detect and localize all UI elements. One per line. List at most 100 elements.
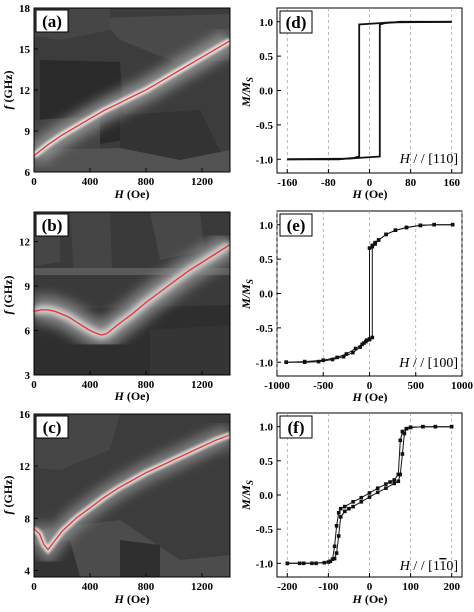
data-point — [421, 424, 425, 429]
y-tick-label: 12 — [19, 237, 31, 249]
fit-curve — [33, 40, 231, 157]
panel-b: 0 400 800 1200 3 6 9 12 (b) f (GHz) H (Oe) — [1, 211, 231, 403]
x-tick-label: 400 — [82, 379, 99, 391]
x-tick-label: 400 — [82, 176, 99, 188]
y-tick-label: 0.0 — [259, 490, 273, 502]
data-point — [400, 452, 405, 456]
x-tick-label: 0 — [31, 176, 37, 188]
x-tick-label: 0 — [31, 581, 37, 593]
x-tick-label: 80 — [405, 177, 417, 189]
data-point — [370, 335, 375, 340]
data-point — [433, 424, 438, 429]
data-point — [343, 504, 347, 509]
data-point — [284, 360, 288, 364]
x-tick-label: 0 — [367, 581, 373, 593]
data-point — [314, 561, 318, 566]
data-point — [398, 472, 403, 477]
plot-frame — [276, 412, 463, 578]
y-tick-label: 1.0 — [259, 220, 273, 232]
data-point — [326, 560, 331, 564]
panel-label: (e) — [287, 216, 306, 235]
data-point — [375, 490, 380, 495]
y-tick-label: 0.5 — [259, 254, 273, 266]
panel-label: (f) — [288, 418, 305, 437]
x-tick-label: 100 — [402, 581, 419, 593]
plot-frame — [33, 211, 231, 376]
data-point — [332, 556, 337, 561]
x-tick-label: 400 — [82, 581, 99, 593]
panel-c: 0 400 800 1200 4 8 12 16 (c) f (GHz) H (Oe) — [1, 409, 231, 606]
data-point — [353, 346, 358, 351]
y-tick-label: -1.0 — [256, 154, 274, 166]
y-tick-label: 0.0 — [259, 86, 273, 98]
x-axis-label: H (Oe) — [114, 592, 150, 606]
y-axis-label: M/MS — [239, 77, 255, 108]
data-point — [351, 500, 355, 504]
y-tick-label: 9 — [25, 281, 31, 293]
data-point — [367, 495, 372, 499]
x-tick-label: -80 — [321, 177, 336, 189]
y-tick-label: 3 — [25, 370, 31, 382]
data-point — [384, 486, 388, 490]
panel-a: 0 400 800 1200 6 9 12 15 18 (a) f (GHz) H (Oe) — [1, 3, 231, 201]
data-point — [338, 515, 343, 519]
y-tick-label: 1.0 — [259, 17, 273, 29]
data-point — [375, 486, 380, 490]
data-point — [384, 482, 388, 486]
field-direction-label: H / / [110] — [399, 152, 458, 167]
x-tick-label: -1000 — [264, 380, 290, 392]
x-tick-label: 1000 — [451, 380, 474, 392]
field-direction-label: H / / [100] — [398, 356, 458, 371]
data-point — [367, 337, 372, 341]
x-tick-label: 0 — [31, 379, 37, 391]
y-tick-label: 0.5 — [259, 51, 273, 63]
y-tick-label: 0.5 — [259, 456, 273, 468]
fit-curve — [33, 244, 231, 336]
panel-label-box — [35, 9, 69, 33]
x-tick-label: 1200 — [191, 176, 214, 188]
y-tick-label: -0.5 — [256, 323, 274, 335]
y-tick-label: 9 — [25, 126, 31, 138]
data-point — [301, 561, 306, 566]
fit-curve — [33, 434, 231, 551]
data-point — [358, 345, 362, 349]
data-point — [408, 425, 413, 430]
data-point — [404, 426, 409, 431]
x-axis-label: H (Oe) — [114, 389, 150, 403]
y-tick-label: 12 — [19, 85, 31, 97]
data-point — [321, 358, 325, 362]
data-point — [370, 243, 375, 248]
data-point — [418, 223, 423, 228]
data-point — [392, 478, 396, 482]
data-point — [335, 355, 339, 360]
data-point — [334, 551, 339, 555]
data-point — [328, 559, 333, 564]
y-tick-label: 16 — [19, 409, 31, 421]
y-tick-label: 18 — [19, 3, 31, 15]
data-point — [347, 506, 351, 511]
x-axis-label: H (Oe) — [114, 187, 150, 201]
panel-label-box — [35, 213, 69, 237]
x-tick-label: 1200 — [191, 581, 214, 593]
y-tick-label: 8 — [25, 513, 31, 525]
data-point — [359, 495, 364, 500]
y-tick-label: -1.0 — [256, 558, 274, 570]
data-point — [334, 524, 339, 528]
data-point — [367, 246, 372, 250]
data-point — [351, 350, 355, 355]
data-point — [338, 506, 343, 511]
y-tick-label: 6 — [25, 167, 31, 179]
y-tick-label: -0.5 — [256, 120, 274, 132]
panel-f: -200 -100 0 100 200 -1.0 -0.5 0.0 0.5 1.0 (f) H /… — [239, 412, 463, 606]
x-axis-label: H (Oe) — [352, 592, 388, 606]
y-tick-label: -0.5 — [256, 524, 274, 536]
data-point — [388, 480, 392, 484]
data-point — [364, 338, 369, 342]
y-tick-label: 0.0 — [259, 289, 273, 301]
x-tick-label: -500 — [313, 380, 334, 392]
y-axis-label: f (GHz) — [1, 476, 15, 515]
data-point — [336, 534, 341, 538]
panel-label: (b) — [42, 216, 63, 235]
panel-label: (a) — [42, 12, 62, 31]
x-tick-label: 500 — [408, 380, 425, 392]
